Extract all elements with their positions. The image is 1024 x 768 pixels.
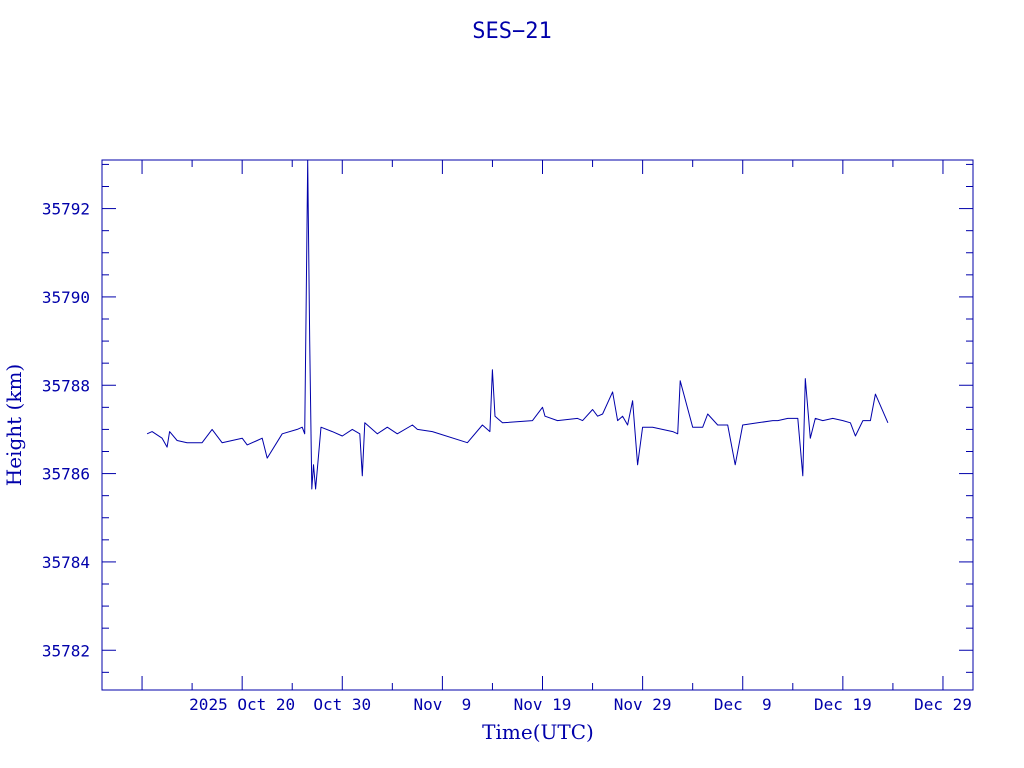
x-tick-label: Oct 30 [313,695,371,714]
series-line-height [146,159,889,490]
x-tick-label: Nov 19 [514,695,572,714]
y-tick-label: 35790 [42,288,90,307]
x-tick-labels: 2025 Oct 20 Oct 30 Nov 9 Nov 19 Nov 29 Dec 9 D… [189,695,972,714]
y-tick-label: 35786 [42,465,90,484]
x-tick-label: 2025 Oct 20 [189,695,295,714]
y-tick-label: 35782 [42,641,90,660]
y-axis-label: Height (km) [2,364,26,486]
x-tick-label: Dec 19 [814,695,872,714]
x-tick-label: Dec 9 [714,695,772,714]
y-tick-label: 35788 [42,376,90,395]
y-tick-label: 35792 [42,200,90,219]
x-tick-label: Nov 29 [614,695,672,714]
chart-title: SES−21 [472,19,551,44]
x-tick-label: Dec 29 [914,695,972,714]
x-tick-label: Nov 9 [413,695,471,714]
y-tick-label: 35784 [42,553,90,572]
y-tick-labels: 35782 35784 35786 35788 35790 35792 [42,200,90,661]
x-axis-label: Time(UTC) [482,720,594,744]
axis-ticks [102,160,973,690]
plot-frame [101,159,974,691]
